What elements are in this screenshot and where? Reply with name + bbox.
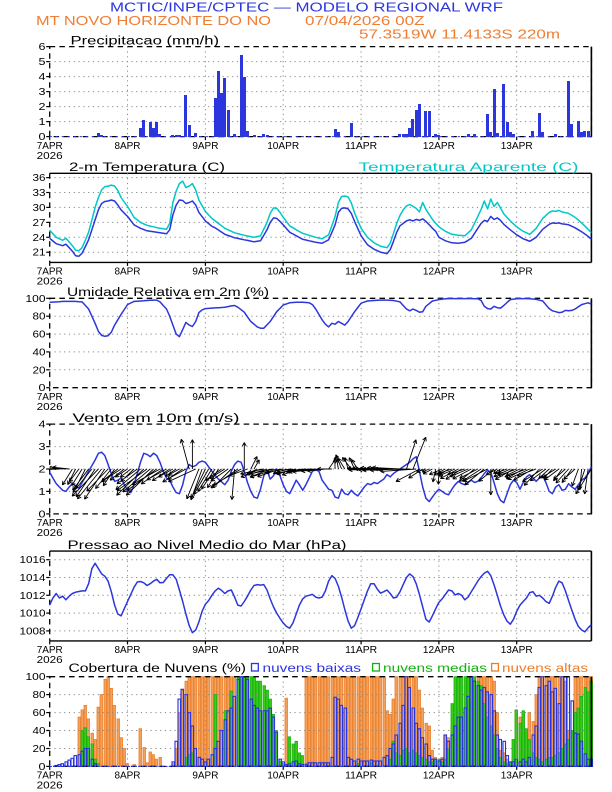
svg-text:nuvens medias: nuvens medias [383, 663, 487, 675]
svg-text:10APR: 10APR [267, 391, 299, 403]
svg-text:36: 36 [33, 172, 46, 184]
svg-text:13APR: 13APR [501, 391, 533, 403]
svg-text:8APR: 8APR [115, 140, 141, 152]
svg-text:60: 60 [33, 329, 46, 341]
svg-text:8APR: 8APR [115, 770, 141, 782]
svg-text:1016: 1016 [20, 554, 46, 566]
svg-text:57.3519W 11.4133S 220m: 57.3519W 11.4133S 220m [359, 27, 560, 42]
svg-text:8APR: 8APR [115, 391, 141, 403]
svg-text:13APR: 13APR [501, 140, 533, 152]
svg-text:nuvens altas: nuvens altas [502, 663, 588, 675]
svg-text:3: 3 [39, 86, 46, 98]
svg-text:1012: 1012 [20, 590, 46, 602]
svg-text:7APR: 7APR [37, 140, 63, 152]
svg-text:Umidade Relativa em 2m (%): Umidade Relativa em 2m (%) [67, 287, 269, 299]
svg-text:12APR: 12APR [423, 644, 455, 656]
svg-text:20: 20 [33, 743, 46, 755]
svg-text:40: 40 [33, 725, 46, 737]
svg-text:80: 80 [33, 311, 46, 323]
svg-text:2026: 2026 [37, 276, 63, 288]
svg-text:nuvens baixas: nuvens baixas [263, 663, 362, 675]
svg-text:80: 80 [33, 689, 46, 701]
svg-text:2: 2 [39, 101, 46, 113]
svg-text:Pressao ao Nivel Medio do Mar: Pressao ao Nivel Medio do Mar (hPa) [68, 540, 347, 552]
svg-text:Temperatura Aparente (C): Temperatura Aparente (C) [359, 162, 579, 174]
svg-text:7APR: 7APR [37, 644, 63, 656]
svg-text:2-m Temperatura (C): 2-m Temperatura (C) [69, 162, 225, 174]
svg-text:11APR: 11APR [345, 391, 377, 403]
svg-text:4: 4 [39, 419, 46, 431]
svg-text:27: 27 [33, 217, 46, 229]
svg-text:13APR: 13APR [501, 266, 533, 278]
svg-text:12APR: 12APR [423, 770, 455, 782]
svg-text:12APR: 12APR [423, 140, 455, 152]
svg-text:7APR: 7APR [37, 266, 63, 278]
svg-text:2026: 2026 [37, 527, 63, 539]
svg-text:6: 6 [39, 41, 46, 53]
svg-text:12APR: 12APR [423, 391, 455, 403]
svg-text:100: 100 [26, 293, 46, 305]
svg-text:2026: 2026 [37, 150, 63, 162]
svg-text:60: 60 [33, 707, 46, 719]
svg-text:7APR: 7APR [37, 517, 63, 529]
svg-text:10APR: 10APR [267, 644, 299, 656]
svg-text:1008: 1008 [20, 625, 46, 637]
svg-text:9APR: 9APR [192, 391, 218, 403]
svg-text:13APR: 13APR [501, 770, 533, 782]
svg-text:11APR: 11APR [345, 770, 377, 782]
svg-text:1014: 1014 [20, 572, 46, 584]
svg-text:2: 2 [39, 464, 46, 476]
svg-text:11APR: 11APR [345, 644, 377, 656]
svg-text:13APR: 13APR [501, 517, 533, 529]
svg-text:10APR: 10APR [267, 140, 299, 152]
svg-text:11APR: 11APR [345, 266, 377, 278]
svg-text:5: 5 [39, 56, 46, 68]
svg-text:24: 24 [33, 232, 46, 244]
svg-text:21: 21 [33, 247, 46, 259]
svg-text:12APR: 12APR [423, 266, 455, 278]
svg-text:11APR: 11APR [345, 517, 377, 529]
svg-text:9APR: 9APR [192, 770, 218, 782]
svg-text:9APR: 9APR [192, 266, 218, 278]
svg-text:10APR: 10APR [267, 517, 299, 529]
svg-text:Precipitacao (mm/h): Precipitacao (mm/h) [71, 35, 220, 47]
svg-text:30: 30 [33, 202, 46, 214]
svg-text:8APR: 8APR [115, 266, 141, 278]
svg-text:33: 33 [33, 187, 46, 199]
svg-text:9APR: 9APR [192, 140, 218, 152]
svg-text:0: 0 [39, 761, 46, 773]
svg-text:0: 0 [39, 131, 46, 143]
svg-text:0: 0 [39, 508, 46, 520]
svg-text:07/04/2026 00Z: 07/04/2026 00Z [305, 13, 425, 28]
svg-text:9APR: 9APR [192, 644, 218, 656]
svg-text:2026: 2026 [37, 401, 63, 413]
svg-text:3: 3 [39, 441, 46, 453]
svg-text:10APR: 10APR [267, 266, 299, 278]
svg-text:100: 100 [26, 671, 46, 683]
svg-text:8APR: 8APR [115, 517, 141, 529]
svg-text:4: 4 [39, 71, 46, 83]
svg-text:2026: 2026 [37, 780, 63, 792]
svg-text:8APR: 8APR [115, 644, 141, 656]
svg-text:7APR: 7APR [37, 770, 63, 782]
svg-text:1: 1 [39, 486, 46, 498]
svg-text:Cobertura de Nuvens (%): Cobertura de Nuvens (%) [69, 663, 247, 675]
svg-text:10APR: 10APR [267, 770, 299, 782]
svg-text:20: 20 [33, 364, 46, 376]
svg-text:9APR: 9APR [192, 517, 218, 529]
svg-text:7APR: 7APR [37, 391, 63, 403]
svg-text:1010: 1010 [20, 608, 46, 620]
svg-text:40: 40 [33, 346, 46, 358]
svg-text:MT NOVO HORIZONTE DO NO: MT NOVO HORIZONTE DO NO [36, 13, 271, 28]
svg-text:1: 1 [39, 116, 46, 128]
svg-text:2026: 2026 [37, 654, 63, 666]
svg-text:0: 0 [39, 382, 46, 394]
svg-text:11APR: 11APR [345, 140, 377, 152]
svg-text:MCTIC/INPE/CPTEC — MODELO REGI: MCTIC/INPE/CPTEC — MODELO REGIONAL WRF [110, 0, 503, 15]
svg-text:13APR: 13APR [501, 644, 533, 656]
svg-text:Vento em 10m (m/s): Vento em 10m (m/s) [73, 413, 240, 425]
svg-text:12APR: 12APR [423, 517, 455, 529]
